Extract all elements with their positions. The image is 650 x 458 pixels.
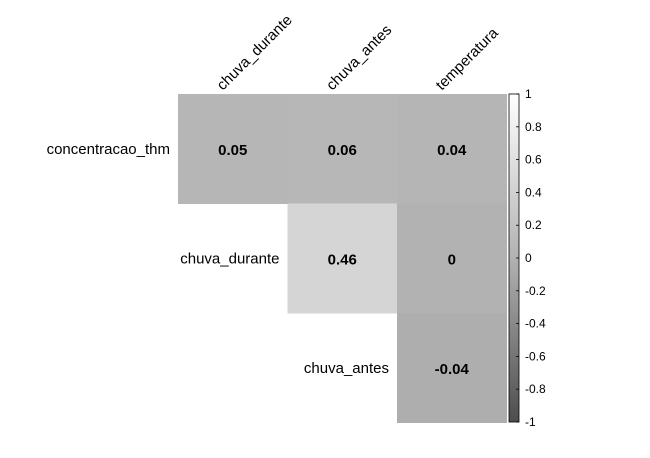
colorbar-tick-label: 0.6 [525, 153, 542, 167]
heatmap-cell-4 [397, 203, 507, 314]
column-label: chuva_durante [214, 12, 296, 94]
cell-value-label: 0 [448, 251, 456, 268]
colorbar-tick-label: -0.6 [525, 349, 546, 363]
column-label: chuva_antes [323, 22, 395, 94]
column-labels: chuva_durante chuva_antes temperatura [214, 12, 503, 94]
cell-value-label: 0.04 [437, 142, 467, 159]
colorbar-tick-label: -1 [525, 415, 536, 429]
colorbar-tick-label: -0.2 [525, 284, 546, 298]
row-label: concentracao_thm [47, 141, 170, 158]
colorbar-tick-label: 1 [525, 87, 532, 101]
cell-value-label: -0.04 [435, 361, 470, 378]
row-labels: concentracao_thm chuva_durante chuva_antes [47, 141, 389, 377]
row-label: chuva_durante [180, 250, 279, 267]
colorbar-tick-label: -0.4 [525, 317, 546, 331]
heatmap-cells [178, 94, 507, 423]
heatmap-cell-2 [397, 94, 507, 204]
heatmap-cell-5 [397, 313, 507, 423]
row-label: chuva_antes [304, 360, 389, 377]
colorbar: 1 0.8 0.6 0.4 0.2 0 -0.2 -0.4 -0.6 -0.8 -1 [508, 87, 546, 429]
cell-values: 0.05 0.06 0.04 0.46 0 -0.04 [218, 142, 469, 378]
colorbar-tick-label: 0.4 [525, 185, 542, 199]
heatmap-cell-3 [287, 203, 398, 314]
heatmap-cell-1 [287, 94, 398, 204]
cell-value-label: 0.46 [328, 251, 357, 268]
colorbar-tick-label: 0.2 [525, 218, 542, 232]
colorbar-tick-label: -0.8 [525, 382, 546, 396]
colorbar-tick-label: 0.8 [525, 120, 542, 134]
column-label: temperatura [433, 24, 503, 94]
heatmap-cell-0 [178, 94, 288, 204]
colorbar-tick-label: 0 [525, 251, 532, 265]
cell-value-label: 0.05 [218, 142, 247, 159]
cell-value-label: 0.06 [328, 142, 357, 159]
